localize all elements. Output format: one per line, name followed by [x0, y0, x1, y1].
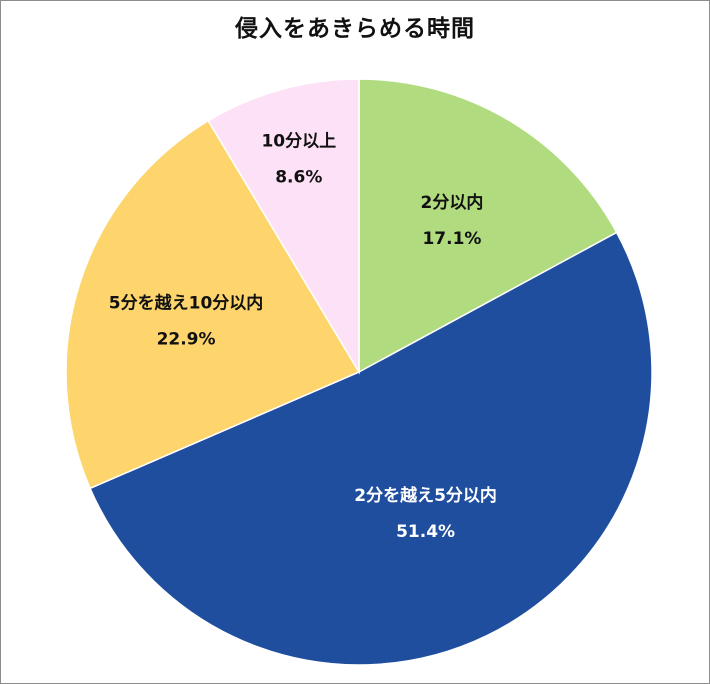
chart-title: 侵入をあきらめる時間	[235, 16, 475, 42]
slice-label-3: 5分を越え10分以内	[109, 292, 264, 313]
slice-value-1: 17.1%	[422, 229, 481, 249]
slice-label-1: 2分以内	[421, 192, 484, 213]
slice-value-3: 22.9%	[157, 329, 216, 349]
slice-label-4: 10分以上	[261, 132, 336, 152]
slice-value-2: 51.4%	[396, 522, 455, 542]
slice-label-2: 2分を越え5分以内	[354, 485, 497, 506]
slice-value-4: 8.6%	[275, 168, 322, 188]
pie-slice-3	[65, 119, 361, 490]
pie-slice-4	[207, 78, 360, 375]
pie-slice-2	[89, 231, 653, 666]
pie-slice-1	[358, 78, 618, 374]
